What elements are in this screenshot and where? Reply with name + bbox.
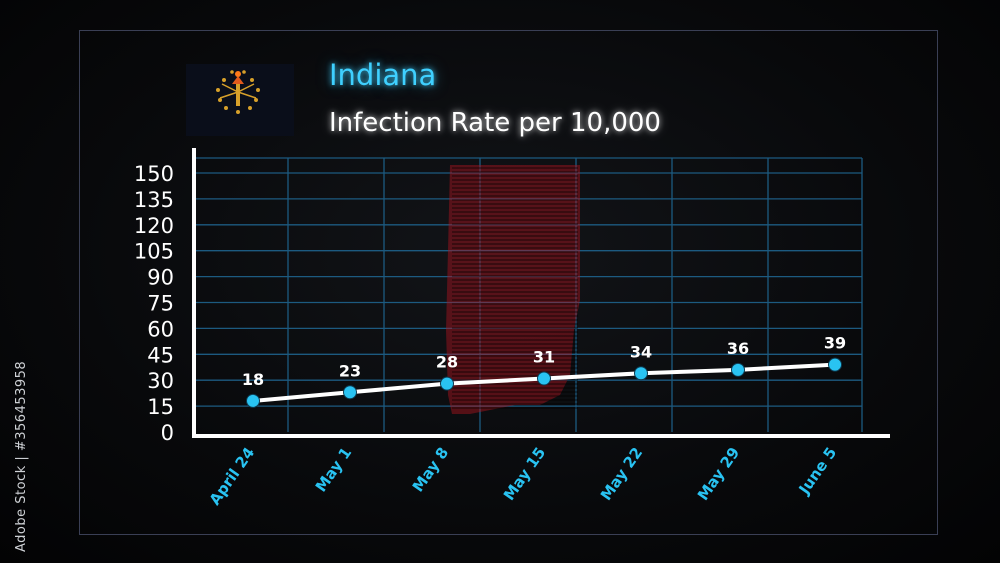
data-point [246, 393, 260, 408]
data-label: 23 [339, 361, 361, 380]
indiana-flag-icon [186, 64, 294, 136]
y-tick-label: 75 [147, 292, 174, 316]
data-label: 31 [533, 347, 555, 366]
data-labels: 18 23 28 31 34 36 39 [242, 334, 846, 389]
data-point [634, 366, 648, 381]
x-tick-label: May 29 [694, 444, 743, 504]
x-tick-label: May 15 [500, 444, 549, 504]
data-point [343, 385, 357, 400]
x-tick-label: May 8 [409, 444, 452, 495]
chart-frame [79, 30, 938, 535]
data-label: 39 [824, 334, 846, 353]
data-point [828, 357, 842, 372]
y-tick-label: 15 [147, 395, 174, 419]
data-label: 36 [727, 339, 749, 358]
data-label: 28 [436, 353, 458, 372]
x-axis-ticks: April 24 May 1 May 8 May 15 May 22 May 29 June… [206, 444, 841, 508]
stock-id-text: Adobe Stock | #356453958 [14, 360, 29, 552]
data-point [731, 362, 745, 377]
data-point [440, 376, 454, 391]
data-points [246, 357, 842, 408]
y-tick-label: 90 [147, 266, 174, 290]
chart-axes [192, 148, 890, 438]
chart-subtitle: Infection Rate per 10,000 [329, 108, 661, 138]
y-tick-label: 0 [161, 421, 174, 445]
data-point [537, 371, 551, 386]
data-label: 18 [242, 370, 264, 389]
chart-title: Indiana [329, 58, 437, 92]
indiana-state-map [446, 165, 580, 414]
y-tick-label: 135 [134, 188, 174, 212]
y-tick-label: 105 [134, 240, 174, 264]
y-tick-label: 45 [147, 343, 174, 367]
x-tick-label: May 1 [312, 444, 355, 495]
x-tick-label: April 24 [206, 444, 259, 508]
y-tick-label: 60 [147, 317, 174, 341]
y-tick-label: 120 [134, 214, 174, 238]
data-label: 34 [630, 342, 652, 361]
x-tick-label: May 22 [597, 444, 646, 504]
y-tick-label: 150 [134, 162, 174, 186]
y-tick-label: 30 [147, 369, 174, 393]
x-tick-label: June 5 [795, 444, 841, 498]
